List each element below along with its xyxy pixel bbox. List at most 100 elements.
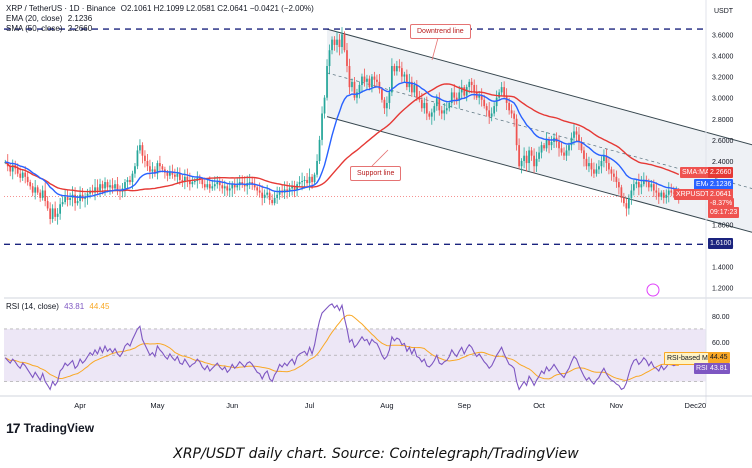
- candle-body: [391, 66, 393, 93]
- legend-ema: EMA (20, close) 2.1236: [6, 14, 92, 23]
- candle-body: [565, 150, 568, 156]
- candle: [570, 132, 573, 151]
- candle-body: [261, 192, 264, 198]
- price-tag: 2.0641: [708, 189, 734, 200]
- candle-body: [248, 182, 251, 184]
- candle-body: [500, 87, 503, 93]
- candle: [44, 182, 47, 207]
- candle-body: [124, 182, 126, 189]
- candle-body: [346, 50, 348, 67]
- price-channel: [326, 28, 752, 233]
- candle-body: [620, 187, 623, 198]
- candle-body: [11, 165, 14, 172]
- candle-body: [338, 39, 341, 48]
- candle: [358, 81, 361, 99]
- candle-body: [131, 173, 134, 183]
- candle-body: [286, 189, 288, 192]
- candle-body: [388, 92, 391, 103]
- candle: [662, 189, 665, 204]
- xrp-usdt-chart[interactable]: 3.6000 3.4000 3.2000 3.0000 2.8000 2.6000 2.40…: [0, 0, 752, 440]
- candle: [298, 176, 301, 188]
- candle: [540, 141, 543, 159]
- change-tag: -8.37%: [708, 198, 735, 209]
- candle: [657, 187, 660, 204]
- candle-body: [393, 66, 396, 72]
- candle-body: [333, 39, 336, 45]
- grid: [4, 28, 706, 246]
- candle-body: [573, 131, 575, 138]
- candle-body: [46, 201, 49, 209]
- candle-body: [263, 194, 266, 198]
- candle-body: [376, 79, 378, 82]
- candle-body: [398, 66, 401, 69]
- candle: [368, 75, 371, 91]
- candle: [276, 186, 279, 204]
- candle-body: [326, 66, 328, 98]
- rsi-tag-label: RSI: [694, 363, 710, 374]
- candle-body: [336, 39, 338, 45]
- candle: [91, 184, 94, 195]
- candle: [343, 31, 346, 53]
- tradingview-logo-icon: 17: [6, 420, 21, 436]
- candle-body: [151, 169, 154, 172]
- candle-body: [126, 179, 129, 183]
- candle: [256, 184, 259, 196]
- candle: [183, 169, 186, 190]
- rsi-tag-value: 43.81: [708, 363, 730, 374]
- candle-body: [418, 97, 421, 100]
- candle: [605, 149, 608, 172]
- candle: [159, 155, 161, 173]
- candle-body: [161, 166, 164, 170]
- candle: [513, 110, 515, 127]
- candle: [139, 139, 141, 154]
- candle-body: [318, 139, 321, 161]
- downtrend-line: [326, 28, 752, 146]
- candle: [378, 74, 381, 94]
- candle-body: [213, 184, 216, 187]
- candle-body: [351, 81, 353, 88]
- ema-20-line: [5, 81, 679, 198]
- candle-body: [243, 184, 246, 187]
- candle-body: [226, 186, 229, 191]
- candle: [618, 178, 620, 195]
- level-tag: 1.6100: [708, 238, 734, 249]
- candle-body: [608, 163, 610, 170]
- candle: [36, 185, 39, 195]
- candle: [164, 166, 166, 179]
- candle-body: [563, 152, 565, 156]
- tradingview-logo[interactable]: 17 TradingView: [6, 420, 94, 436]
- candle: [248, 173, 251, 190]
- candle: [640, 175, 643, 195]
- candle-body: [331, 39, 333, 51]
- candle-body: [381, 89, 383, 100]
- candle-body: [523, 155, 525, 161]
- candle: [293, 180, 296, 198]
- candle: [261, 185, 264, 206]
- candle-body: [396, 66, 398, 72]
- price-tick-label: 1.4000: [712, 264, 734, 271]
- candle: [181, 174, 184, 188]
- time-tick-label: Apr: [74, 401, 86, 410]
- rsi-value: 43.81: [64, 302, 85, 311]
- candle-body: [403, 74, 406, 77]
- candle-body: [575, 131, 578, 135]
- candle: [66, 190, 69, 207]
- legend-symbol: XRP / TetherUS · 1D · Binance O2.1061 H2…: [6, 4, 314, 13]
- candle: [493, 102, 496, 117]
- candle: [331, 36, 333, 55]
- candle-body: [26, 176, 29, 183]
- rsi-lines: [4, 303, 680, 391]
- candle-body: [463, 87, 466, 96]
- candle: [598, 160, 600, 175]
- candle: [490, 107, 493, 122]
- candle-body: [433, 106, 436, 113]
- candle-body: [59, 204, 61, 214]
- candle: [445, 102, 448, 115]
- candle-body: [508, 102, 511, 111]
- ema-tag-value: 2.1236: [708, 179, 734, 190]
- candle: [433, 103, 436, 121]
- candle-body: [478, 95, 481, 98]
- candle-body: [538, 152, 540, 159]
- candle-body: [540, 145, 543, 153]
- candle-body: [625, 203, 628, 209]
